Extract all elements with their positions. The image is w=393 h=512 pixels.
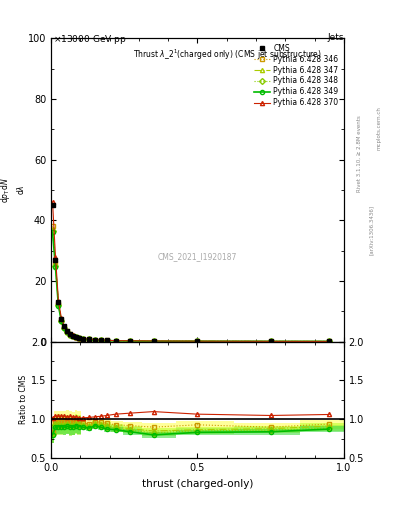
Y-axis label: $\mathrm{\frac{1}{dN}}$
$\mathrm{d}p_\mathrm{T}\mathrm{d}N$
$\mathrm{d}\lambda$: $\mathrm{\frac{1}{dN}}$ $\mathrm{d}p_\ma…: [0, 177, 26, 203]
Text: CMS_2021_I1920187: CMS_2021_I1920187: [158, 252, 237, 261]
Text: Jets: Jets: [327, 33, 344, 42]
Y-axis label: Ratio to CMS: Ratio to CMS: [19, 375, 28, 424]
Text: Thrust $\lambda\_2^1$(charged only) (CMS jet substructure): Thrust $\lambda\_2^1$(charged only) (CMS…: [133, 48, 322, 62]
Text: Rivet 3.1.10, ≥ 2.8M events: Rivet 3.1.10, ≥ 2.8M events: [357, 115, 362, 192]
Text: [arXiv:1306.3436]: [arXiv:1306.3436]: [369, 205, 374, 255]
Text: $\times$13000 GeV pp: $\times$13000 GeV pp: [53, 33, 127, 46]
X-axis label: thrust (charged-only): thrust (charged-only): [142, 479, 253, 488]
Text: mcplots.cern.ch: mcplots.cern.ch: [377, 106, 382, 150]
Legend: CMS, Pythia 6.428 346, Pythia 6.428 347, Pythia 6.428 348, Pythia 6.428 349, Pyt: CMS, Pythia 6.428 346, Pythia 6.428 347,…: [252, 42, 340, 109]
